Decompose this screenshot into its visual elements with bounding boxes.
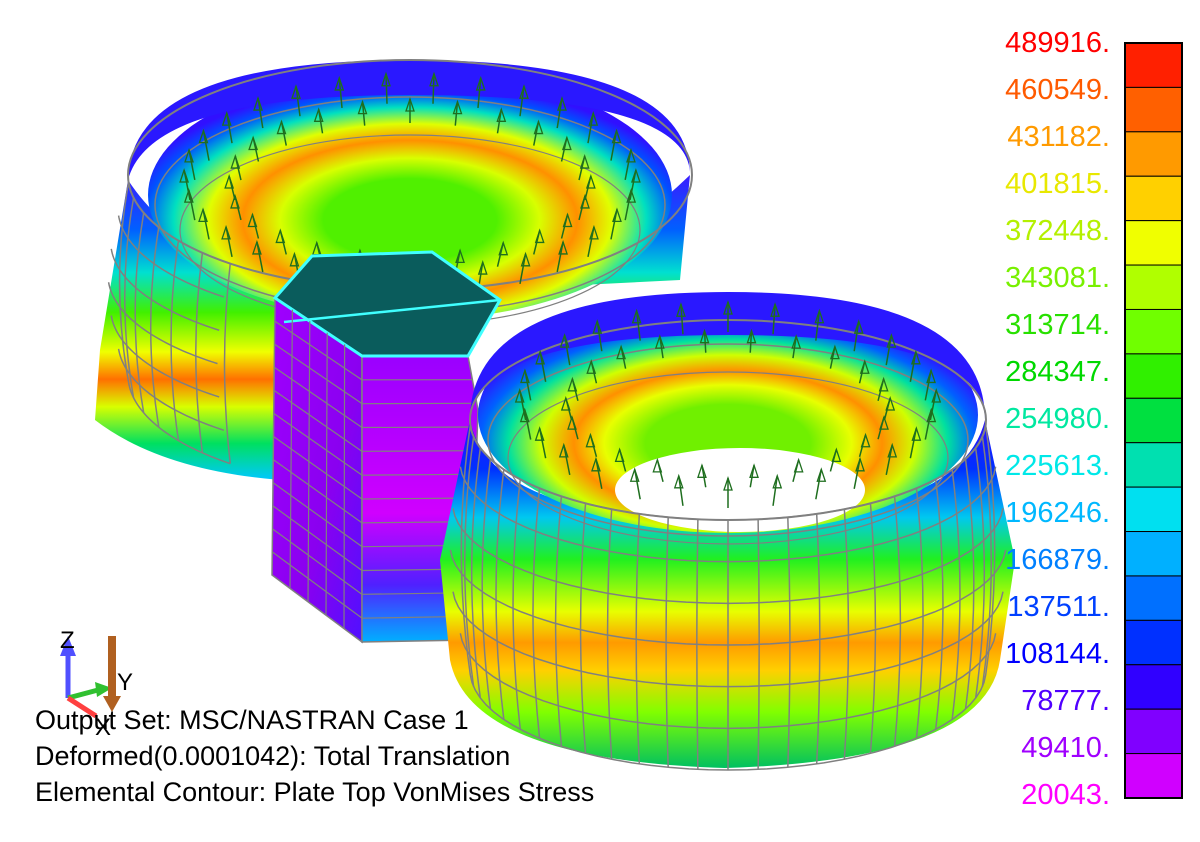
legend-band: [1124, 308, 1183, 355]
load-arrow: [524, 370, 532, 401]
legend-label: 372448.: [1005, 215, 1110, 247]
load-arrow: [518, 389, 527, 421]
load-arrow: [772, 304, 776, 335]
deformed-caption: Deformed(0.0001042): Total Translation: [35, 741, 511, 771]
load-arrow: [929, 389, 938, 421]
load-arrow: [556, 97, 563, 129]
left-cylinder-inner-wall: [148, 70, 672, 320]
right-cylinder-arrows: [514, 299, 942, 508]
load-arrow: [539, 351, 547, 382]
load-arrow: [226, 112, 233, 144]
view-triad: Z Y X: [60, 627, 133, 741]
load-arrow: [703, 330, 707, 353]
legend-band: [1124, 619, 1183, 666]
legend-label: 137511.: [1007, 591, 1110, 623]
legend-band: [1124, 353, 1183, 399]
legend-label: 254980.: [1005, 403, 1110, 435]
load-arrow: [595, 458, 603, 489]
load-arrow: [519, 253, 527, 284]
legend-band: [1124, 131, 1183, 177]
right-cylinder-hole: [615, 448, 865, 532]
load-arrow: [924, 370, 932, 401]
load-arrow: [680, 304, 684, 335]
load-arrow: [772, 475, 778, 506]
legend-label: 489916.: [1005, 27, 1110, 59]
legend-band: [1124, 220, 1183, 266]
caption-block: Output Set: MSC/NASTRAN Case 1 Deformed(…: [35, 702, 594, 810]
legend-band: [1124, 753, 1183, 799]
legend-band: [1124, 86, 1183, 133]
legend-band: [1124, 575, 1183, 621]
legend-label: 196246.: [1005, 497, 1110, 529]
load-arrow: [678, 475, 684, 506]
legend-label: 78777.: [1021, 685, 1110, 717]
load-arrow: [885, 335, 893, 366]
legend-band: [1124, 42, 1183, 88]
load-arrow: [635, 310, 641, 341]
load-arrow: [815, 469, 823, 500]
load-arrow: [563, 335, 571, 366]
triad-z-label: Z: [60, 627, 75, 654]
load-arrow: [596, 321, 603, 352]
legend-band: [1124, 442, 1183, 488]
load-arrow: [610, 130, 618, 161]
right-cylinder: [440, 292, 1015, 771]
legend-label: 108144.: [1005, 638, 1110, 670]
left-cylinder-outer-wall: [95, 175, 690, 480]
load-arrow: [477, 77, 482, 109]
legend-label: 343081.: [1005, 262, 1110, 294]
load-arrow: [295, 86, 301, 117]
legend-label: 225613.: [1005, 450, 1110, 482]
load-arrow: [519, 86, 525, 117]
load-arrow: [338, 77, 343, 109]
load-arrow: [633, 469, 641, 500]
legend-band: [1124, 486, 1183, 533]
legend-band: [1124, 664, 1183, 710]
load-arrow: [188, 149, 196, 181]
load-arrow: [749, 330, 753, 353]
load-arrow: [432, 73, 435, 104]
legend-band: [1124, 708, 1183, 755]
legend-label: 460549.: [1005, 74, 1110, 106]
load-arrow: [556, 241, 564, 273]
load-arrow: [853, 458, 861, 489]
load-arrow: [257, 97, 264, 129]
legend-color-bar: [1124, 42, 1183, 799]
legend-label: 431182.: [1007, 121, 1110, 153]
legend-label: 401815.: [1005, 168, 1110, 200]
legend-band: [1124, 175, 1183, 222]
left-cylinder-rim: [128, 60, 690, 180]
legend-band: [1124, 397, 1183, 444]
load-arrow: [587, 112, 594, 144]
load-arrow: [624, 149, 632, 181]
triad-y-label: Y: [117, 669, 133, 696]
legend-band: [1124, 531, 1183, 577]
load-arrow: [202, 130, 210, 161]
legend-label: 166879.: [1005, 544, 1110, 576]
load-arrow: [853, 321, 860, 352]
load-arrow: [385, 73, 388, 104]
legend-label: 49410.: [1021, 732, 1110, 764]
legend-label: 20043.: [1021, 779, 1110, 811]
load-arrow: [256, 241, 264, 273]
load-arrow: [815, 310, 821, 341]
legend-label: 284347.: [1005, 356, 1110, 388]
triad-x-label: X: [95, 714, 111, 741]
load-arrow: [909, 351, 917, 382]
legend-label: 313714.: [1005, 309, 1110, 341]
legend-band: [1124, 264, 1183, 310]
output-set-caption: Output Set: MSC/NASTRAN Case 1: [35, 705, 469, 735]
contour-caption: Elemental Contour: Plate Top VonMises St…: [35, 777, 595, 807]
